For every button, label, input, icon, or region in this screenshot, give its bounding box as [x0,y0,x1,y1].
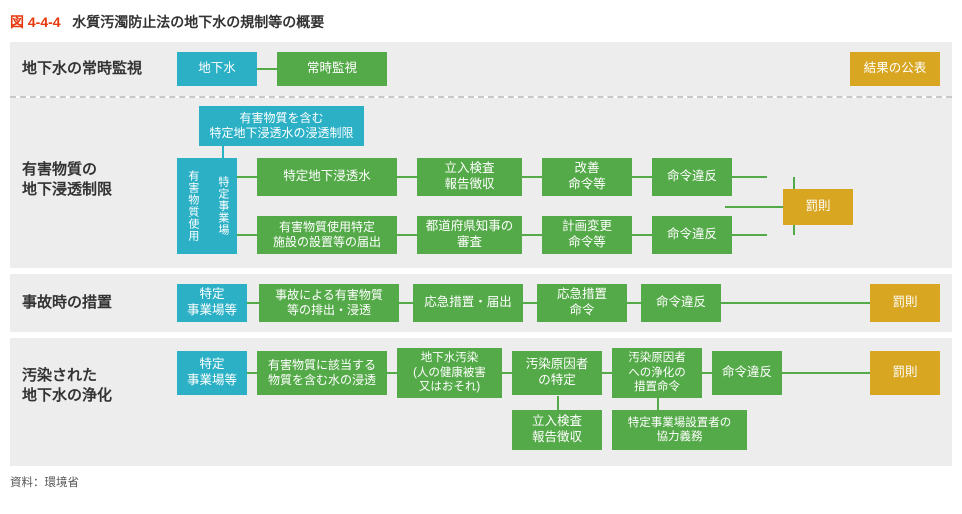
section-label: 事故時の措置 [22,293,177,313]
connector [237,176,257,178]
vbox-left: 有害物質使用 [177,170,207,242]
node-s2a-1: 特定地下浸透水 [257,158,397,196]
connector [502,372,512,374]
node-s4-4: 汚染原因者 への浄化の 措置命令 [612,348,702,398]
node-penalty: 罰則 [870,284,940,322]
node-penalty: 罰則 [870,351,940,395]
connector [632,176,652,178]
connector [725,206,783,208]
node-s2b-2: 都道府県知事の 審査 [417,216,522,254]
node-s2b-3: 計画変更 命令等 [542,216,632,254]
section-monitoring: 地下水の常時監視 地下水 常時監視 結果の公表 [10,42,952,96]
connector [247,372,257,374]
connector-v [222,146,224,158]
node-s3-4: 命令違反 [641,284,721,322]
connector [257,68,277,70]
section-label: 地下水の常時監視 [22,59,177,79]
node-publish-result: 結果の公表 [850,52,940,86]
node-s4-3: 汚染原因者 の特定 [512,351,602,395]
node-s4-sub3: 立入検査 報告徴収 [512,410,602,450]
node-s4-2: 地下水汚染 (人の健康被害 又はおそれ) [397,348,502,398]
connector [387,372,397,374]
connector [732,234,767,236]
connector-v [557,396,559,410]
connector [397,234,417,236]
node-penalty: 罰則 [783,189,853,225]
vbox-right: 特定事業場 [207,176,237,236]
section-accident: 事故時の措置 特定 事業場等 事故による有害物質 等の排出・浸透 応急措置・届出… [10,274,952,332]
connector [247,302,259,304]
connector [397,176,417,178]
connector [632,234,652,236]
node-s4-5: 命令違反 [712,351,782,395]
connector [627,302,641,304]
section-infiltration-limit: 有害物質の 地下浸透制限 有害物質を含む 特定地下浸透水の浸透制限 有害物質使用… [10,98,952,268]
node-s3-1: 事故による有害物質 等の排出・浸透 [259,284,399,322]
connector [602,372,612,374]
connector [522,176,542,178]
node-groundwater: 地下水 [177,52,257,86]
node-s2b-4: 命令違反 [652,216,732,254]
section-label: 有害物質の 地下浸透制限 [22,160,177,201]
connector [399,302,413,304]
connector-v [657,396,659,410]
figure-number: 図 4-4-4 [10,14,61,30]
connector [523,302,537,304]
figure-title: 図 4-4-4 水質汚濁防止法の地下水の規制等の概要 [10,12,952,32]
node-monitoring: 常時監視 [277,52,387,86]
connector [782,372,870,374]
figure-title-text: 水質汚濁防止法の地下水の規制等の概要 [72,14,324,30]
node-s3-3: 応急措置 命令 [537,284,627,322]
node-s4-sub4: 特定事業場設置者の 協力義務 [612,410,747,450]
section-label: 汚染された 地下水の浄化 [22,366,177,407]
node-s3-0: 特定 事業場等 [177,284,247,322]
section-purification: 汚染された 地下水の浄化 特定 事業場等 有害物質に該当する 物質を含む水の浸透… [10,338,952,466]
node-s2a-2: 立入検査 報告徴収 [417,158,522,196]
node-s2a-3: 改善 命令等 [542,158,632,196]
source-note: 資料：環境省 [10,474,952,490]
node-s2b-1: 有害物質使用特定 施設の設置等の届出 [257,216,397,254]
connector [522,234,542,236]
node-top-note: 有害物質を含む 特定地下浸透水の浸透制限 [199,106,364,146]
connector [237,234,257,236]
node-specified-facility: 有害物質使用 特定事業場 [177,158,237,254]
node-s2a-4: 命令違反 [652,158,732,196]
connector [732,176,767,178]
node-s3-2: 応急措置・届出 [413,284,523,322]
connector [702,372,712,374]
connector [721,302,870,304]
node-s4-0: 特定 事業場等 [177,351,247,395]
node-s4-1: 有害物質に該当する 物質を含む水の浸透 [257,351,387,395]
